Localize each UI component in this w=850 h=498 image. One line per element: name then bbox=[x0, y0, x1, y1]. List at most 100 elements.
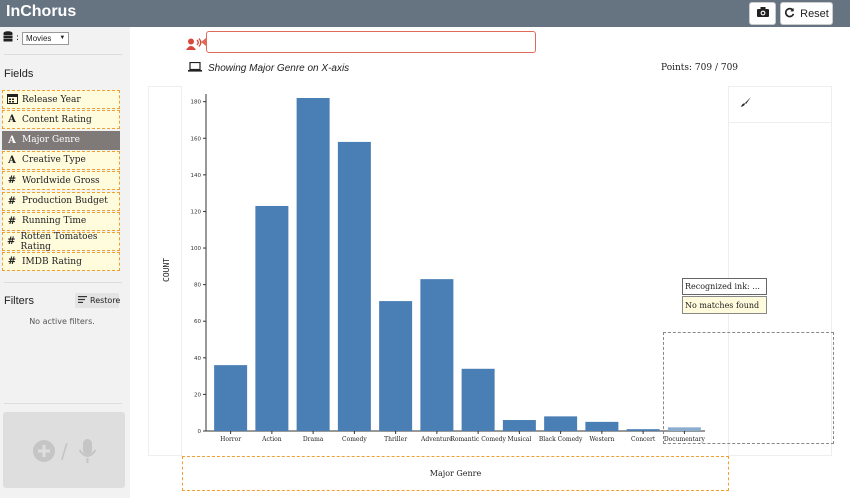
field-item[interactable]: A Creative Type bbox=[2, 150, 120, 170]
laptop-icon bbox=[188, 61, 202, 75]
dataset-separator: : bbox=[16, 33, 20, 43]
top-bar: InChorus bbox=[0, 0, 850, 27]
fields-title: Fields bbox=[4, 68, 34, 80]
field-item[interactable]: # Worldwide Gross bbox=[2, 171, 120, 191]
field-item[interactable]: A Major Genre bbox=[2, 130, 120, 150]
microphone-icon bbox=[78, 439, 97, 463]
reset-label: Reset bbox=[800, 7, 829, 20]
refresh-icon bbox=[784, 7, 795, 21]
y-tick-label: 140 bbox=[191, 173, 202, 179]
x-tick-label: Black Comedy bbox=[539, 436, 583, 443]
y-tick-label: 80 bbox=[194, 283, 201, 289]
y-tick-label: 180 bbox=[191, 100, 202, 106]
x-tick-label: Western bbox=[589, 436, 614, 443]
y-tick-label: 20 bbox=[194, 392, 201, 398]
x-tick-label: Action bbox=[261, 436, 282, 443]
bar bbox=[337, 141, 371, 431]
x-tick-label: Romantic Comedy bbox=[450, 436, 506, 443]
caret-down-icon: ▼ bbox=[59, 35, 66, 41]
field-label: Release Year bbox=[22, 94, 81, 105]
field-label: Content Rating bbox=[22, 114, 92, 125]
sidebar: : Movies ▼ Fields Release Year A Content R… bbox=[0, 27, 130, 498]
number-type-icon: # bbox=[7, 175, 17, 187]
x-tick-label: Concert bbox=[631, 436, 656, 443]
x-tick-label: Horror bbox=[220, 436, 241, 443]
number-type-icon: # bbox=[7, 236, 16, 248]
ink-panel bbox=[728, 86, 832, 456]
bar-chart: 0 20 40 60 80 100 120 140 160 180 Horror Action Dram… bbox=[191, 94, 706, 443]
dataset-selector-row: : Movies ▼ bbox=[3, 31, 70, 45]
bar bbox=[544, 416, 578, 431]
voice-input-box[interactable]: / bbox=[3, 412, 125, 488]
y-tick-label: 100 bbox=[191, 246, 202, 252]
text-type-icon: A bbox=[8, 154, 16, 166]
command-input[interactable] bbox=[206, 31, 536, 53]
bar bbox=[420, 279, 454, 431]
bar bbox=[214, 365, 248, 431]
bar bbox=[667, 427, 701, 431]
calendar-icon bbox=[5, 93, 19, 107]
input-pointer bbox=[201, 38, 206, 46]
app-title: InChorus bbox=[6, 3, 77, 20]
divider bbox=[729, 122, 831, 123]
bar bbox=[461, 368, 495, 431]
field-label: Production Budget bbox=[22, 196, 108, 206]
x-tick-label: Musical bbox=[507, 436, 531, 443]
points-count: Points: 709 / 709 bbox=[661, 63, 739, 73]
bar bbox=[255, 205, 289, 431]
plus-circle-icon bbox=[33, 440, 55, 462]
svg-text:/: / bbox=[61, 439, 68, 463]
restore-button[interactable]: Restore bbox=[75, 293, 121, 308]
dataset-select-value: Movies bbox=[26, 33, 52, 43]
x-tick-label: Thriller bbox=[384, 436, 407, 443]
divider bbox=[4, 54, 122, 55]
y-axis-label: COUNT bbox=[162, 257, 171, 282]
field-label: Worldwide Gross bbox=[22, 175, 100, 186]
field-label: Running Time bbox=[22, 216, 87, 227]
x-axis-label: Major Genre bbox=[429, 469, 482, 478]
x-axis-drop-zone[interactable]: Major Genre bbox=[182, 456, 729, 491]
x-tick-label: Adventure bbox=[420, 436, 453, 443]
showing-text: Showing Major Genre on X-axis bbox=[208, 63, 350, 74]
x-tick-label: Drama bbox=[303, 436, 324, 443]
camera-icon bbox=[756, 6, 770, 21]
divider bbox=[4, 403, 122, 404]
no-filters-text: No active filters. bbox=[29, 317, 95, 326]
bar bbox=[585, 421, 619, 431]
bar bbox=[296, 98, 330, 431]
brush-icon[interactable] bbox=[740, 96, 752, 111]
field-label: Creative Type bbox=[22, 155, 86, 166]
restore-label: Restore bbox=[90, 296, 121, 305]
y-tick-label: 120 bbox=[191, 209, 202, 215]
number-type-icon: # bbox=[7, 215, 17, 227]
divider bbox=[4, 282, 122, 283]
speaker-icon bbox=[186, 36, 202, 55]
screenshot-button[interactable] bbox=[749, 2, 776, 25]
y-axis-drop-zone[interactable] bbox=[148, 86, 182, 456]
field-item[interactable]: A Content Rating bbox=[2, 110, 120, 130]
reset-button[interactable]: Reset bbox=[780, 2, 833, 25]
dataset-select[interactable]: Movies ▼ bbox=[22, 31, 70, 45]
field-item[interactable]: # Rotten Tomatoes Rating bbox=[2, 231, 120, 252]
y-tick-label: 40 bbox=[194, 356, 201, 362]
ink-drawing-area[interactable] bbox=[663, 332, 834, 444]
field-item[interactable]: # Production Budget bbox=[2, 191, 120, 211]
showing-info: Showing Major Genre on X-axis bbox=[188, 61, 350, 75]
bar bbox=[626, 429, 660, 431]
bar bbox=[379, 301, 413, 431]
number-type-icon: # bbox=[7, 195, 17, 207]
text-type-icon: A bbox=[8, 114, 16, 126]
database-icon bbox=[3, 31, 13, 45]
field-label: Major Genre bbox=[22, 135, 80, 146]
bar bbox=[502, 420, 536, 431]
field-item[interactable]: # IMDB Rating bbox=[2, 252, 120, 272]
x-tick-label: Documentary bbox=[664, 436, 706, 443]
field-item[interactable]: # Running Time bbox=[2, 211, 120, 231]
y-tick-label: 0 bbox=[198, 429, 202, 435]
field-item[interactable]: Release Year bbox=[2, 90, 120, 109]
field-label: IMDB Rating bbox=[22, 256, 82, 267]
field-label: Rotten Tomatoes Rating bbox=[20, 231, 98, 252]
y-tick-label: 160 bbox=[191, 136, 202, 142]
list-icon bbox=[78, 296, 87, 305]
no-matches-label: No matches found bbox=[682, 296, 767, 314]
